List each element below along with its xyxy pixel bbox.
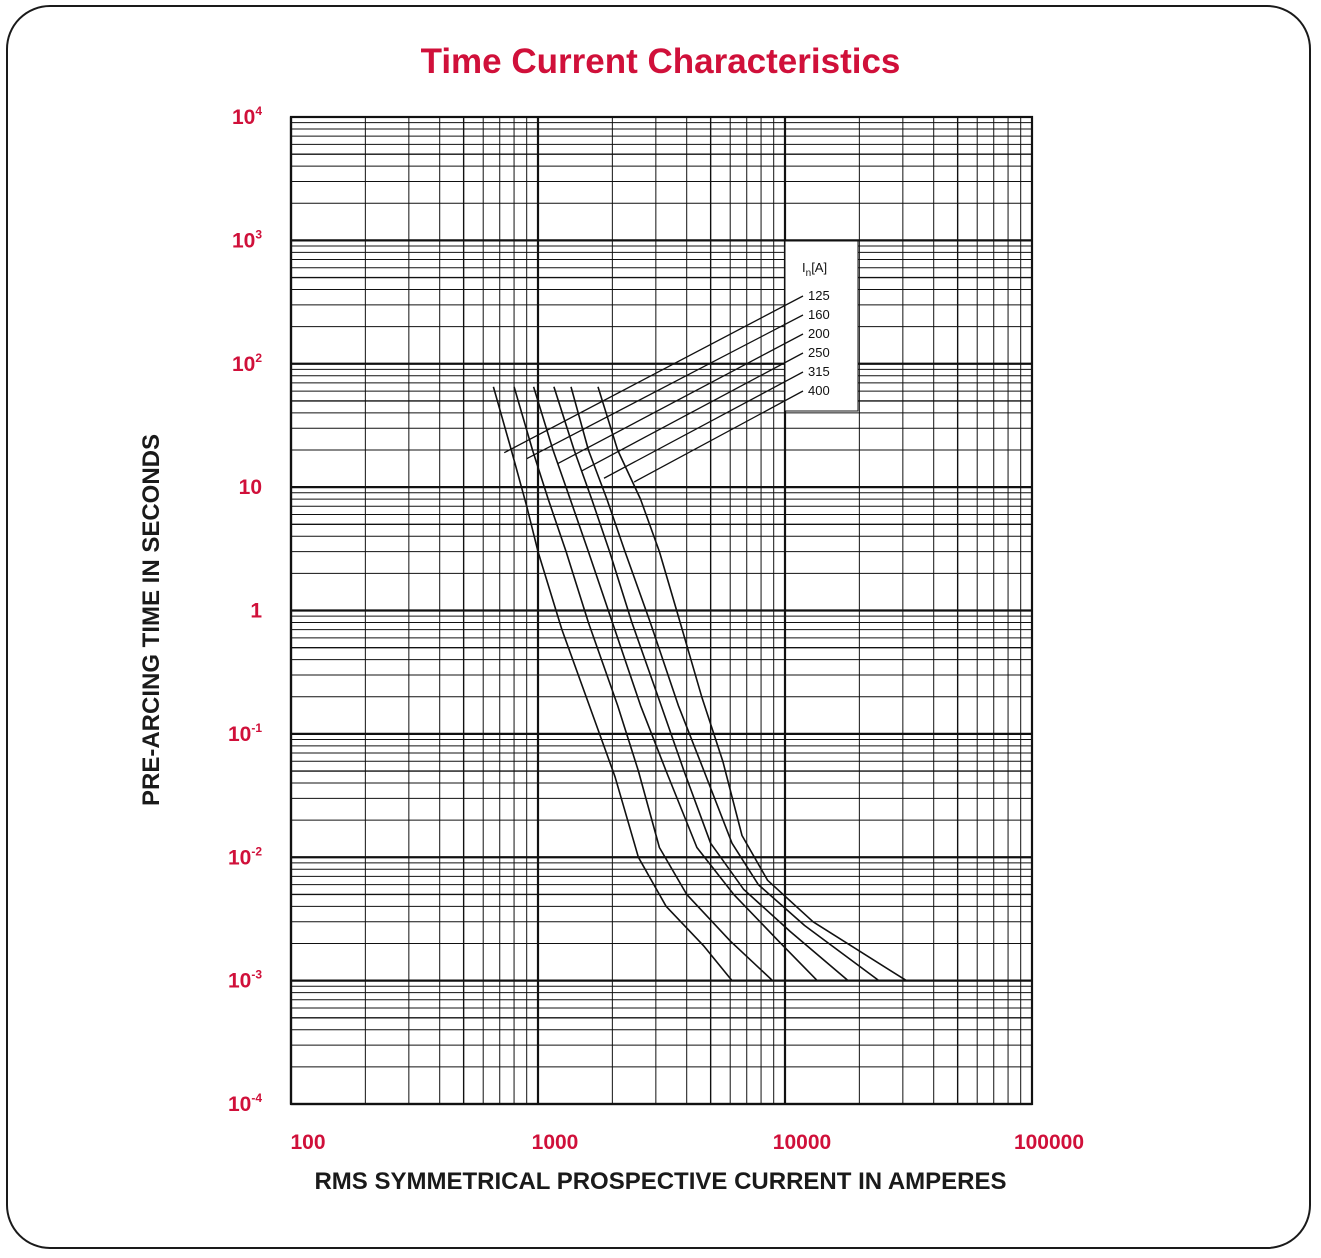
y-tick-base: 10 xyxy=(232,353,255,376)
legend-leader-250 xyxy=(581,352,804,472)
legend-leader-160 xyxy=(526,314,804,460)
y-tick-base: 10 xyxy=(228,1093,251,1116)
legend-title-main: I xyxy=(802,260,806,275)
legend-title: In[A] xyxy=(802,260,827,279)
chart-frame xyxy=(6,5,1311,1249)
legend-entry-160: 160 xyxy=(808,307,830,322)
y-tick-base: 10 xyxy=(232,229,255,252)
series-line-315 xyxy=(570,386,880,982)
y-tick-exponent: 3 xyxy=(255,227,262,241)
y-tick-base: 10 xyxy=(228,846,251,869)
legend-entry-125: 125 xyxy=(808,288,830,303)
plot-border xyxy=(289,115,1034,1106)
y-tick-exponent: -2 xyxy=(251,844,262,858)
chart-title: Time Current Characteristics xyxy=(420,42,901,81)
y-tick-exponent: -4 xyxy=(251,1091,262,1105)
y-tick-label: 10 xyxy=(239,476,262,499)
y-tick-base: 10 xyxy=(228,970,251,993)
x-tick-label: 100 xyxy=(290,1131,325,1154)
y-tick-base: 10 xyxy=(232,106,255,129)
y-tick-label: 10-2 xyxy=(228,844,262,869)
grid xyxy=(289,115,1034,1106)
series-line-400 xyxy=(597,386,907,982)
x-tick-label: 10000 xyxy=(773,1131,831,1154)
y-tick-exponent: 4 xyxy=(255,104,262,118)
y-tick-label: 1 xyxy=(250,600,262,623)
y-tick-label: 103 xyxy=(232,227,262,252)
y-tick-label: 10-1 xyxy=(228,721,262,746)
series-line-200 xyxy=(532,386,818,982)
legend-title-rest: [A] xyxy=(811,260,827,275)
x-tick-labels: 100 1000 10000 100000 xyxy=(290,1131,1084,1154)
x-tick-label: 100000 xyxy=(1014,1131,1084,1154)
y-tick-label: 104 xyxy=(232,104,262,129)
legend-leader-125 xyxy=(503,295,804,454)
y-tick-base: 10 xyxy=(239,476,262,499)
x-tick-label: 1000 xyxy=(532,1131,579,1154)
y-tick-label: 10-3 xyxy=(228,968,262,993)
legend-box xyxy=(784,240,859,412)
legend: In[A] 125 160 200 250 315 400 xyxy=(503,240,859,483)
y-tick-base: 1 xyxy=(250,600,262,623)
y-tick-base: 10 xyxy=(228,723,251,746)
y-tick-exponent: 2 xyxy=(255,351,262,365)
series-line-125 xyxy=(492,386,733,982)
legend-title-sub: n xyxy=(806,268,812,279)
legend-entry-250: 250 xyxy=(808,345,830,360)
y-tick-exponent: -1 xyxy=(251,721,262,735)
legend-leader-400 xyxy=(633,390,804,483)
legend-entry-200: 200 xyxy=(808,326,830,341)
series-line-160 xyxy=(513,386,774,982)
x-axis-label: RMS SYMMETRICAL PROSPECTIVE CURRENT IN A… xyxy=(314,1168,1007,1195)
y-tick-label: 102 xyxy=(232,351,262,376)
legend-leader-315 xyxy=(603,371,804,479)
series-line-250 xyxy=(553,386,849,982)
series-curves xyxy=(492,386,907,982)
legend-leader-200 xyxy=(557,333,804,465)
y-tick-label: 10-4 xyxy=(228,1091,262,1116)
legend-entry-315: 315 xyxy=(808,364,830,379)
legend-entry-400: 400 xyxy=(808,383,830,398)
y-tick-exponent: -3 xyxy=(251,968,262,982)
